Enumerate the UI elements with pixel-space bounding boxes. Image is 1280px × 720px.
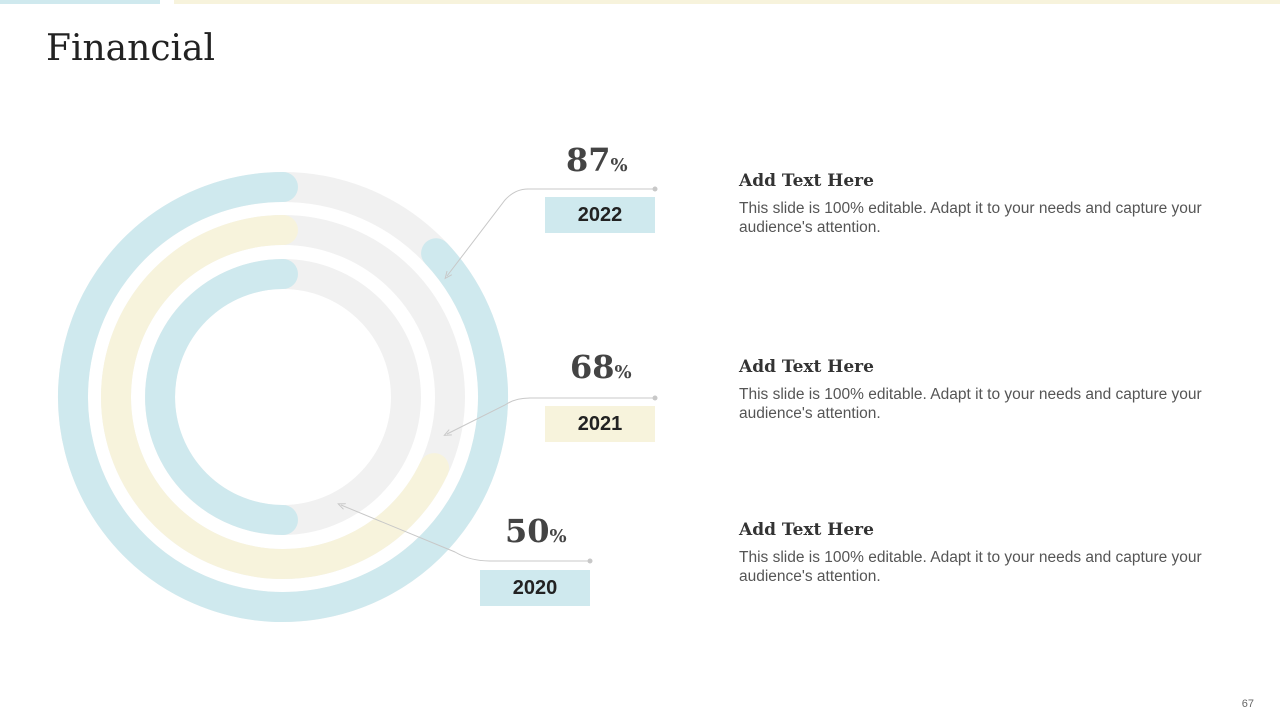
text-item-body: This slide is 100% editable. Adapt it to…: [739, 200, 1202, 236]
text-item-body: This slide is 100% editable. Adapt it to…: [739, 386, 1202, 422]
top-accent-bar-right: [174, 0, 1280, 4]
text-item-heading: Add Text Here: [739, 171, 874, 191]
top-accent-bar-left: [0, 0, 160, 4]
text-item-2: Add Text Here This slide is 100% editabl…: [739, 357, 1229, 423]
ring-arc-2020: [145, 259, 298, 535]
connector-2022: [447, 188, 655, 276]
connector-2021: [447, 397, 655, 434]
connector-2021-dot: [652, 395, 658, 401]
connector-2020-dot: [587, 558, 593, 564]
connector-2022-dot: [652, 186, 658, 192]
text-item-1: Add Text Here This slide is 100% editabl…: [739, 171, 1229, 237]
ring-arc-2021: [101, 215, 450, 579]
year-tag-2021: 2021: [545, 406, 655, 442]
year-tag-2022: 2022: [545, 197, 655, 233]
text-item-heading: Add Text Here: [739, 520, 874, 540]
page-number: 67: [1241, 698, 1254, 710]
text-item-3: Add Text Here This slide is 100% editabl…: [739, 520, 1229, 586]
text-item-body: This slide is 100% editable. Adapt it to…: [739, 549, 1202, 585]
value-label-2020: 50%: [505, 512, 567, 550]
value-label-2022: 87%: [566, 141, 628, 179]
slide-title: Financial: [46, 28, 215, 69]
ring-arc-2022: [58, 172, 508, 622]
year-tag-2020: 2020: [480, 570, 590, 606]
text-item-heading: Add Text Here: [739, 357, 874, 377]
value-label-2021: 68%: [570, 348, 632, 386]
connector-2020: [341, 505, 590, 562]
